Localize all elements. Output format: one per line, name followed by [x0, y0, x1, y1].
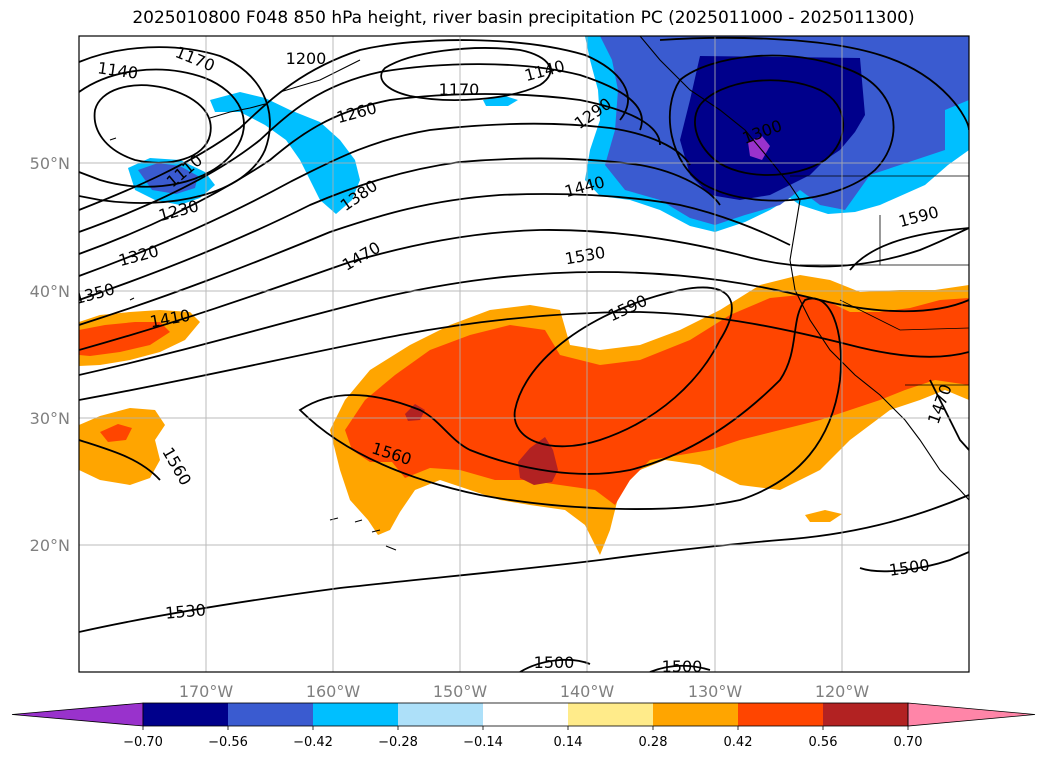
political-borders — [790, 175, 969, 386]
border-line-3 — [839, 299, 969, 331]
colorbar-segment — [228, 703, 313, 726]
lon-tick-label: 130°W — [688, 682, 743, 701]
negative-precip-shading — [128, 36, 969, 232]
colorbar-tick-label: 0.14 — [554, 735, 583, 750]
north-america-west-coast — [639, 36, 969, 501]
contour-band-4 — [79, 122, 691, 277]
contour-1560-west — [79, 439, 161, 481]
contour-east-1470 — [929, 379, 969, 451]
colorbar-tick-label: −0.42 — [293, 735, 333, 750]
contour-high-center — [380, 47, 552, 101]
contour-1590-closed — [513, 286, 733, 448]
positive-precip-shading — [79, 275, 969, 555]
colorbar-segment — [313, 703, 398, 726]
lon-tick-label: 140°W — [560, 682, 615, 701]
contour-1560 — [298, 297, 842, 510]
contour-1530-south — [79, 494, 969, 633]
contour-band-2 — [79, 63, 643, 233]
colorbar-tick-label: −0.70 — [123, 735, 163, 750]
colorbar-outline — [142, 702, 909, 727]
latitude-ticks: 50°N 40°N 30°N 20°N — [30, 154, 70, 555]
contour-low-west-1 — [79, 68, 245, 188]
island-small — [109, 137, 135, 301]
colorbar-tick-label: 0.28 — [639, 735, 668, 750]
colorbar: −0.70 −0.56 −0.42 −0.28 −0.14 0.14 0.28 0.42 0.5… — [11, 702, 1036, 750]
contour-band-5 — [79, 157, 721, 301]
lat-tick-label: 20°N — [30, 536, 70, 555]
aleutian-islands — [209, 59, 361, 119]
colorbar-extend-max — [907, 702, 1036, 727]
orange-spot-east — [805, 510, 842, 522]
orange-region-main-inner — [345, 295, 969, 505]
contour-band-8 — [79, 271, 969, 376]
colorbar-segment — [398, 703, 483, 726]
map-border — [78, 35, 970, 673]
contour-1500-bottom-2 — [649, 664, 711, 672]
lon-tick-label: 150°W — [433, 682, 488, 701]
dark-red-spot-center — [518, 437, 558, 485]
contour-low-ne-inner — [694, 79, 845, 176]
contour-label: 1530 — [164, 600, 206, 622]
contour-label: 1170 — [439, 80, 480, 99]
height-contours — [79, 36, 969, 672]
gridlines — [79, 36, 969, 672]
contour-low-west-inner — [93, 84, 212, 164]
lon-tick-label: 170°W — [179, 682, 234, 701]
colorbar-segment — [653, 703, 738, 726]
map-title: 2025010800 F048 850 hPa height, river ba… — [132, 8, 915, 28]
colorbar-tick-label: −0.28 — [378, 735, 418, 750]
contour-low-ne-2 — [668, 54, 895, 202]
lat-tick-label: 30°N — [30, 409, 70, 428]
colorbar-segment — [483, 703, 568, 726]
colorbar-extend-min — [11, 702, 144, 727]
colorbar-tick-label: 0.42 — [724, 735, 753, 750]
dark-red-spot-west — [405, 404, 425, 421]
lat-tick-label: 50°N — [30, 154, 70, 173]
contour-1500-se — [859, 551, 969, 573]
lat-tick-label: 40°N — [30, 282, 70, 301]
colorbar-tick-label: −0.56 — [208, 735, 248, 750]
colorbar-tick-label: 0.56 — [809, 735, 838, 750]
lon-tick-label: 160°W — [306, 682, 361, 701]
contour-low-west-2 — [79, 46, 271, 204]
coastlines — [109, 36, 969, 551]
contour-band-3 — [79, 93, 661, 255]
contour-east-1590 — [849, 227, 969, 271]
colorbar-tick-label: 0.70 — [894, 735, 923, 750]
contour-label: 1200 — [286, 49, 327, 68]
contour-1500-bottom — [519, 658, 591, 672]
hawaii-islands — [329, 517, 397, 551]
contour-band-7 — [79, 227, 969, 351]
colorbar-segment — [143, 703, 228, 726]
colorbar-segment — [568, 703, 653, 726]
blue-band-aleutian — [210, 92, 360, 214]
red-spot-southwest — [100, 424, 132, 442]
contour-band-1 — [79, 39, 629, 211]
colorbar-segment — [738, 703, 823, 726]
colorbar-segment — [823, 703, 908, 726]
lon-tick-label: 120°W — [815, 682, 870, 701]
contour-label: 1500 — [534, 653, 575, 672]
contour-band-9 — [79, 311, 969, 401]
contour-ne-3 — [659, 36, 969, 131]
longitude-ticks: 170°W 160°W 150°W 140°W 130°W 120°W — [179, 682, 870, 701]
colorbar-tick-label: −0.14 — [463, 735, 503, 750]
contour-label: 1500 — [662, 657, 703, 676]
contour-band-6 — [79, 193, 791, 326]
